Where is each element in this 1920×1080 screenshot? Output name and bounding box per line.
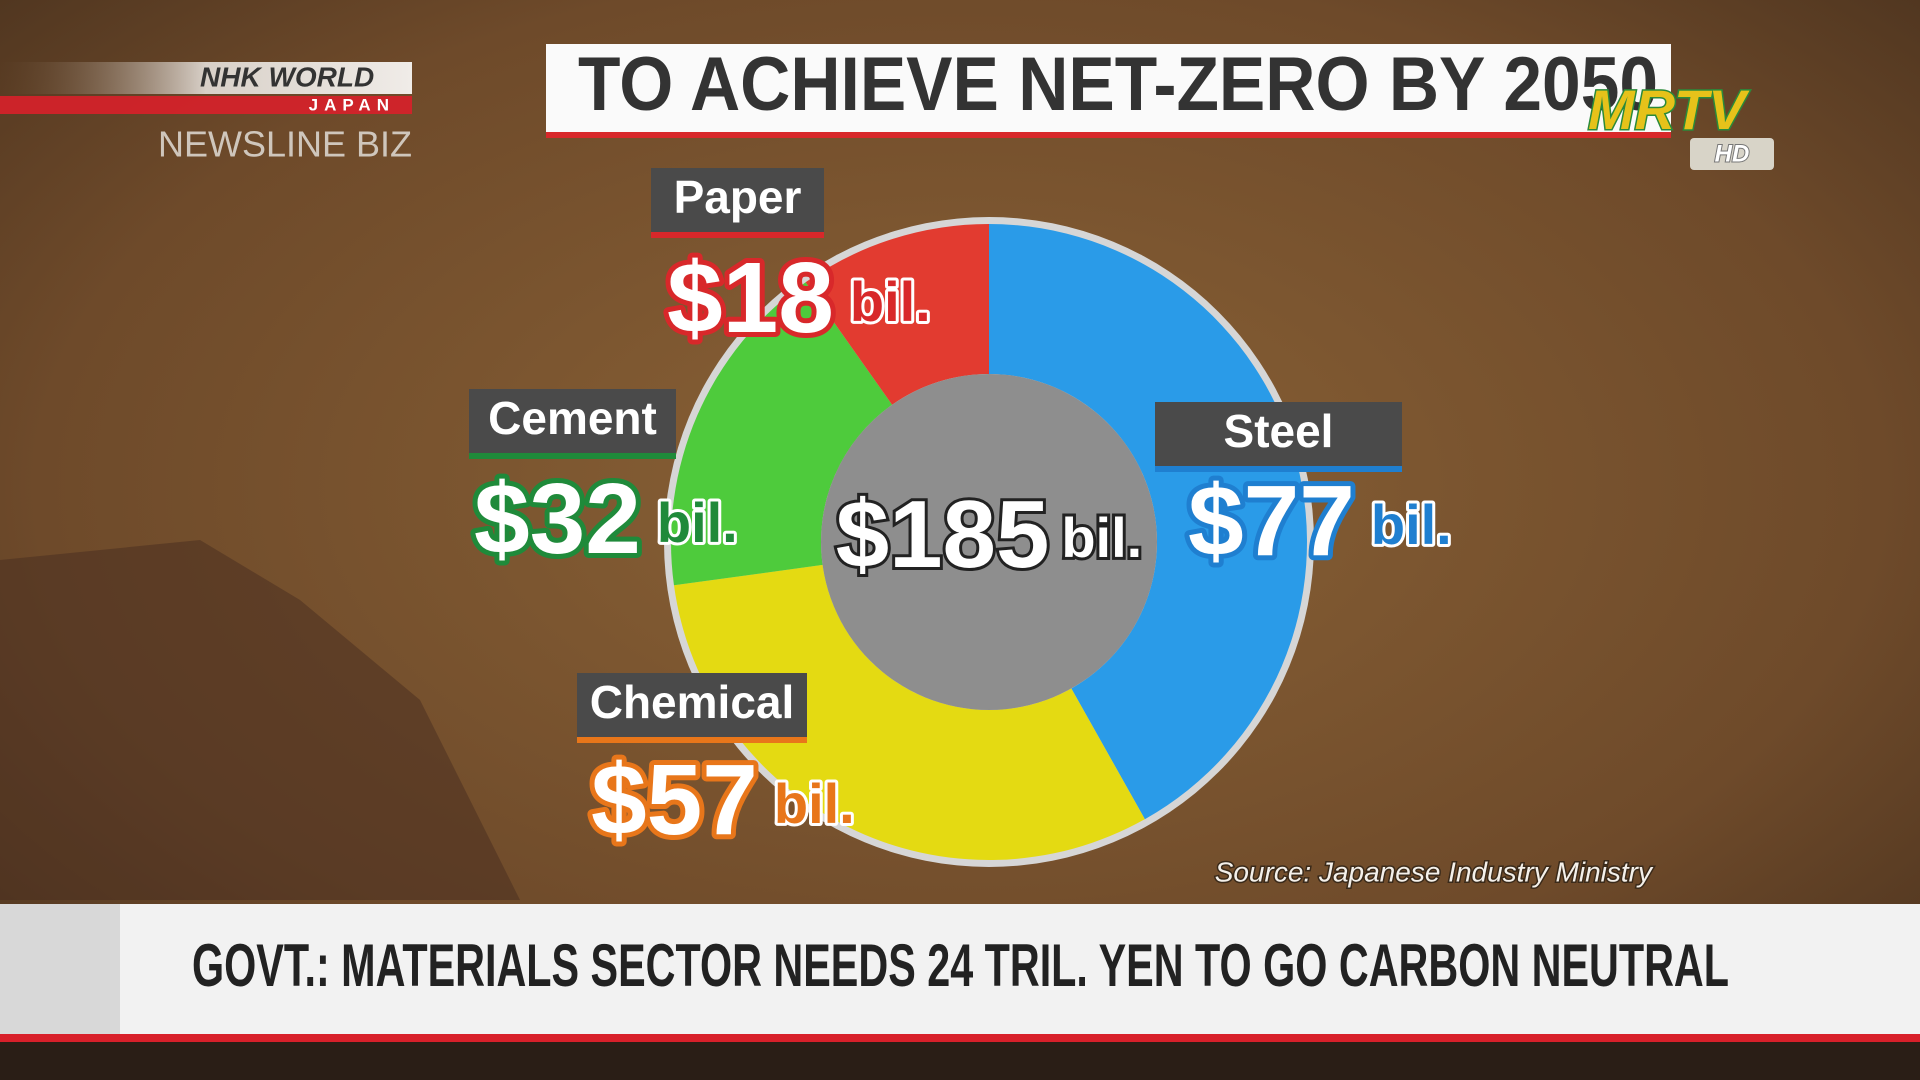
wedge xyxy=(673,564,1145,860)
donut-chart: $185 bil.Steel$77 bil.Chemical$57 bil.Cemen… xyxy=(469,168,1455,867)
value-label-unit: bil. xyxy=(850,270,931,333)
headline-underline xyxy=(0,1034,1920,1042)
bottom-strip xyxy=(0,1042,1920,1080)
value-label: $77 bil. xyxy=(1188,465,1452,577)
title-underline xyxy=(546,132,1671,138)
category-label: Cement xyxy=(488,392,657,444)
wedge xyxy=(671,282,893,586)
category-label: Steel xyxy=(1224,405,1334,457)
channel: MRTV xyxy=(1588,78,1750,141)
headline: GOVT.: MATERIALS SECTOR NEEDS 24 TRIL. Y… xyxy=(192,932,1729,999)
logo-bar xyxy=(0,62,412,94)
value-label-number: $77 xyxy=(1188,465,1355,577)
label-box-underline xyxy=(577,737,807,743)
headline-bar xyxy=(0,904,1920,1034)
source: Source: Japanese Industry Ministry xyxy=(1215,856,1654,887)
label-box xyxy=(577,673,807,737)
total-value: $185 xyxy=(836,481,1050,588)
channel-sub-badge xyxy=(1690,138,1774,170)
label-box xyxy=(469,389,676,453)
brand: NHK WORLD xyxy=(200,61,374,92)
category-label: Chemical xyxy=(590,676,795,728)
value-label: $57 bil. xyxy=(591,744,855,856)
brand-sub: JAPAN xyxy=(309,95,395,114)
value-label-number: $57 xyxy=(591,744,758,856)
title-bar xyxy=(546,44,1671,132)
program: NEWSLINE BIZ xyxy=(158,124,412,165)
total-unit: bil. xyxy=(1061,506,1142,569)
value-label-number: $18 xyxy=(667,242,834,354)
background-shape xyxy=(0,540,520,900)
headline-side xyxy=(0,904,120,1034)
chart-title: TO ACHIEVE NET-ZERO BY 2050 xyxy=(578,42,1658,127)
value-label-unit: bil. xyxy=(657,491,738,554)
wedge xyxy=(989,224,1307,820)
wedge xyxy=(805,224,989,405)
donut-hole xyxy=(821,374,1157,710)
label-box-underline xyxy=(469,453,676,459)
label-box xyxy=(1155,402,1402,466)
label-box-underline xyxy=(1155,466,1402,472)
value-label-unit: bil. xyxy=(774,772,855,835)
value-label: $18 bil. xyxy=(667,242,931,354)
total: $185 bil. xyxy=(836,481,1142,588)
value-label-unit: bil. xyxy=(1371,493,1452,556)
category-label: Paper xyxy=(674,171,802,223)
label-box-underline xyxy=(651,232,824,238)
label-box xyxy=(651,168,824,232)
logo-red-bar xyxy=(0,96,412,114)
value-label-number: $32 xyxy=(474,463,641,575)
channel-sub: HD xyxy=(1715,140,1750,167)
value-label: $32 bil. xyxy=(474,463,738,575)
